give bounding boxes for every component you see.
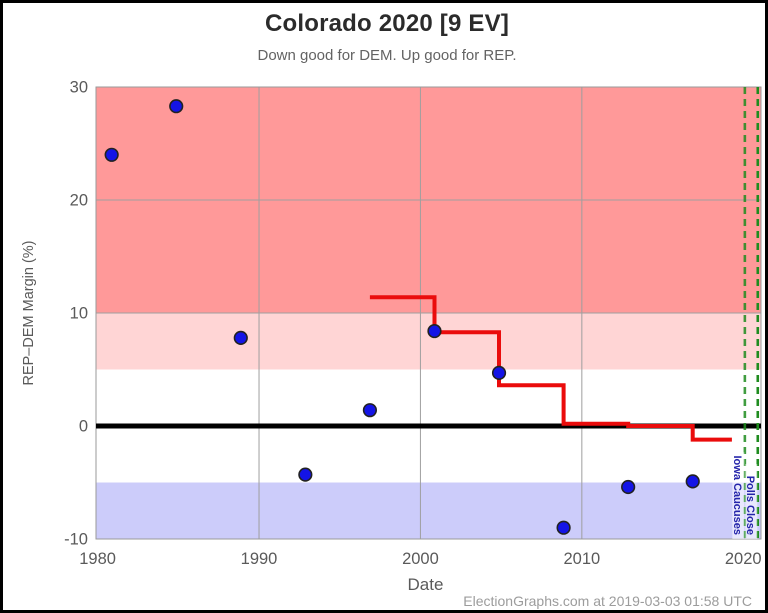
election-result-point (233, 330, 248, 345)
election-result-point (104, 147, 119, 162)
y-tick-label: 10 (70, 305, 88, 323)
x-tick-label: 2020 (725, 550, 762, 568)
chart-title: Colorado 2020 [9 EV] (264, 10, 510, 37)
y-tick-label: 30 (70, 79, 88, 97)
x-tick-label: 2000 (402, 550, 439, 568)
x-axis-title: Date (407, 575, 444, 594)
y-tick-label: 20 (70, 192, 88, 210)
x-tick-label: 2010 (563, 550, 600, 568)
chart-subtitle: Down good for DEM. Up good for REP. (257, 47, 517, 64)
election-result-point (621, 479, 636, 495)
event-label: Polls Close (744, 476, 756, 535)
election-result-point (427, 323, 442, 339)
election-result-point (169, 99, 184, 114)
election-result-point (685, 474, 700, 489)
band-lean-rep (96, 313, 761, 370)
election-result-point (556, 520, 571, 535)
event-label-bg (732, 452, 745, 539)
election-result-point (362, 403, 378, 418)
y-tick-label: 0 (79, 418, 88, 436)
event-label-bg (745, 464, 758, 539)
plot-border (95, 86, 762, 540)
x-tick-label: 1990 (241, 550, 278, 568)
band-lean-dem (96, 482, 761, 539)
election-result-point (298, 467, 313, 482)
y-tick-label: -10 (64, 531, 88, 549)
election-result-point (491, 365, 507, 380)
footer-credit: ElectionGraphs.com at 2019-03-03 01:58 U… (463, 593, 752, 609)
event-label: Iowa Caucuses (731, 456, 743, 535)
x-tick-label: 1980 (79, 550, 116, 568)
